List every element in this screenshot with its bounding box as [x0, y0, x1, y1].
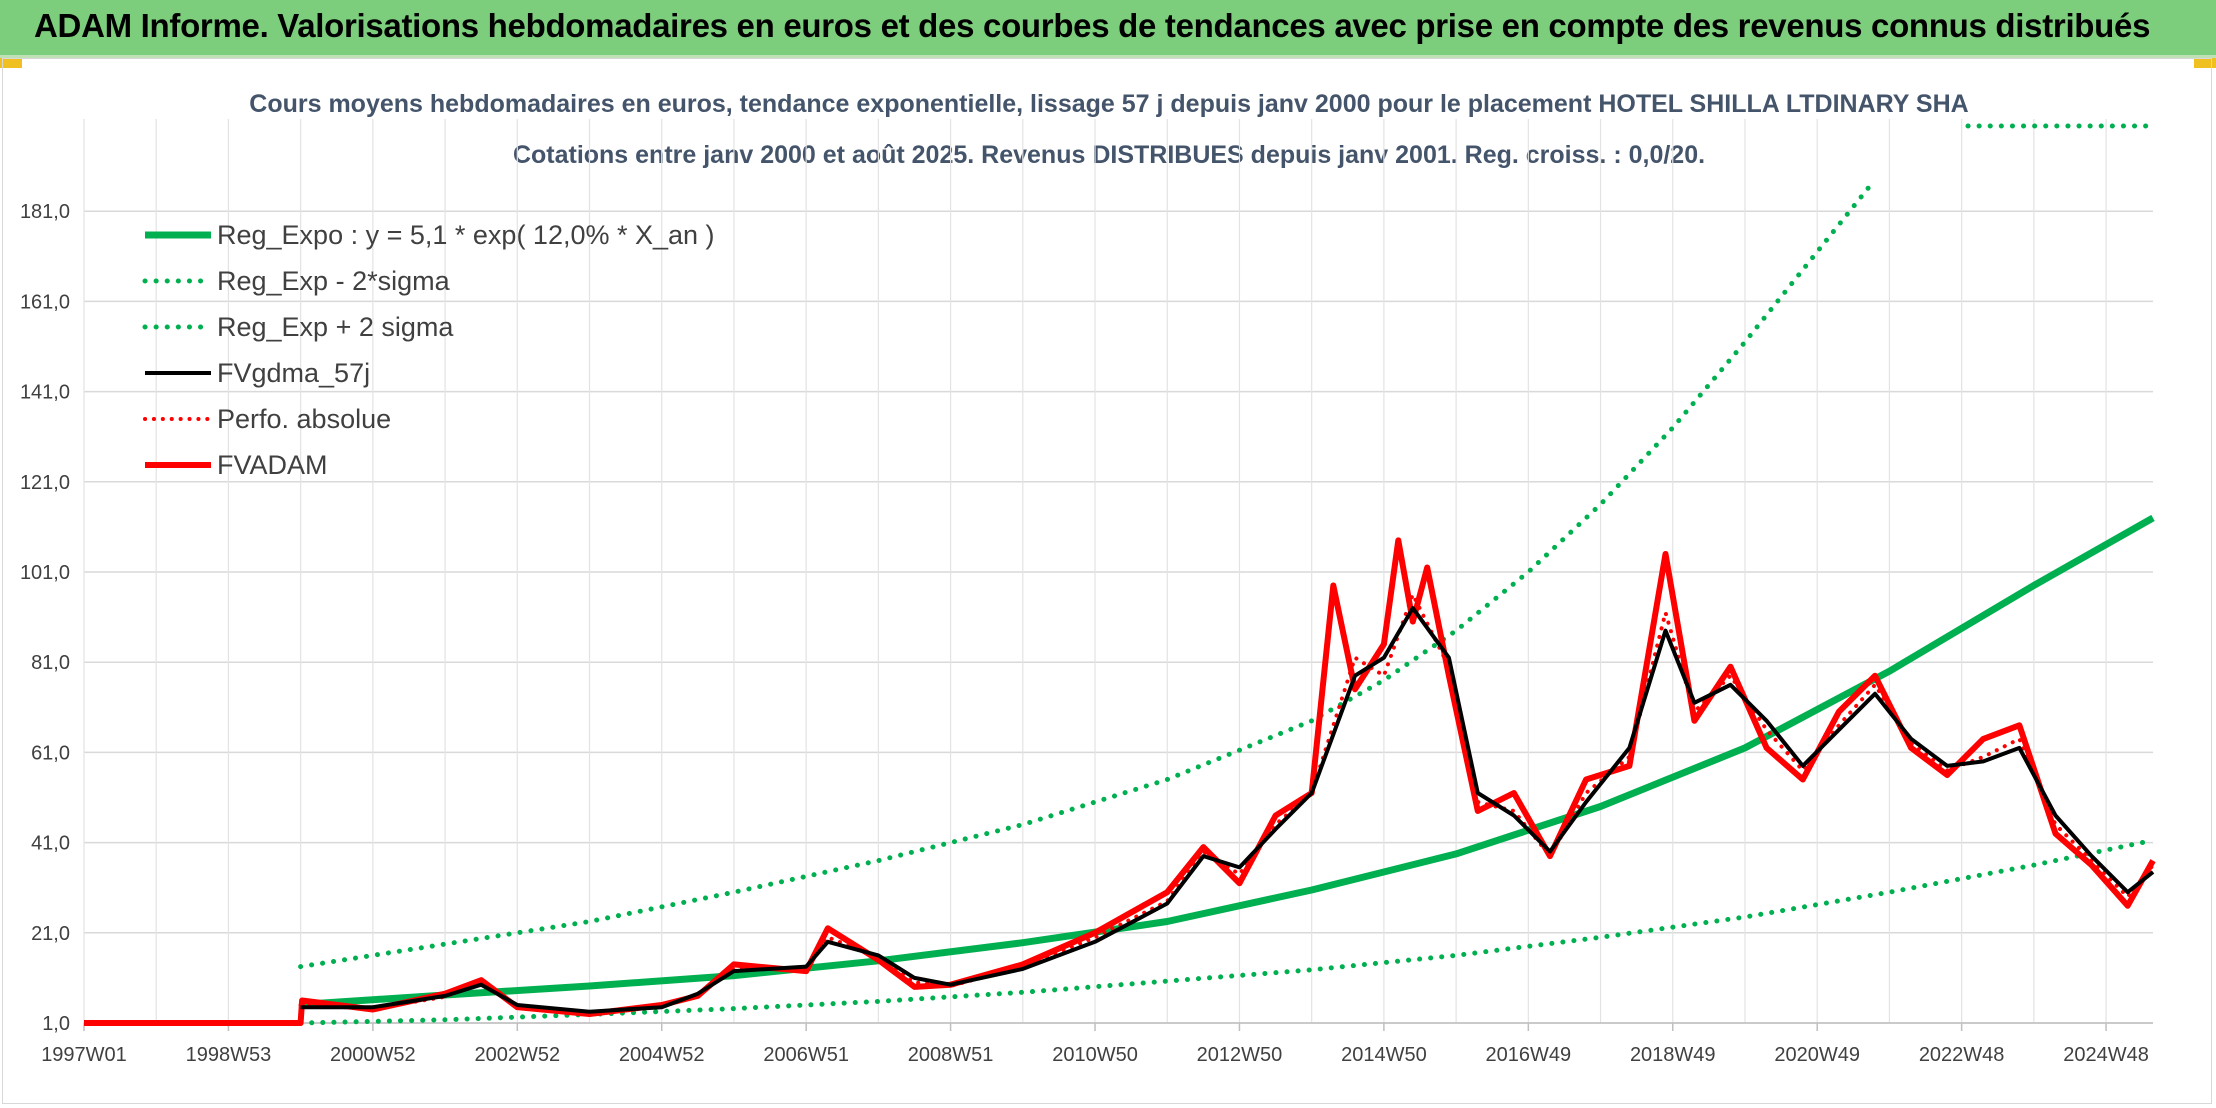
legend-label: Reg_Exp + 2 sigma: [217, 312, 454, 342]
chart-title: Cours moyens hebdomadaires en euros, ten…: [249, 90, 1968, 118]
y-tick-label: 141,0: [20, 382, 70, 404]
x-tick-label: 2006W51: [763, 1044, 849, 1066]
series-fvadam: [84, 537, 2156, 1026]
legend: Reg_Expo : y = 5,1 * exp( 12,0% * X_an )…: [142, 123, 2156, 480]
x-tick-label: 2000W52: [330, 1044, 416, 1066]
x-tick-label: 2010W50: [1052, 1044, 1138, 1066]
x-tick-label: 2020W49: [1774, 1044, 1860, 1066]
x-tick-label: 2004W52: [619, 1044, 705, 1066]
y-tick-label: 1,0: [42, 1013, 70, 1035]
x-tick-label: 2002W52: [474, 1044, 560, 1066]
axes: 181,0 161,0 141,0 121,0 101,0 81,0 61,0 41,0 21,…: [20, 201, 2153, 1066]
y-tick-label: 21,0: [31, 923, 70, 945]
grid: [83, 119, 2153, 1024]
corner-marker: [0, 58, 22, 68]
legend-label: Reg_Exp - 2*sigma: [217, 266, 451, 296]
chart-frame: Cours moyens hebdomadaires en euros, ten…: [2, 58, 2212, 1104]
corner-marker: [2194, 58, 2216, 68]
report-title: ADAM Informe. Valorisations hebdomadaire…: [34, 7, 2151, 44]
series-reg-expo-y-5-1-exp-12-0-x-an: [300, 514, 2155, 1008]
line-chart: Cours moyens hebdomadaires en euros, ten…: [20, 90, 2156, 1066]
legend-label: Reg_Expo : y = 5,1 * exp( 12,0% * X_an ): [217, 220, 715, 250]
y-tick-label: 41,0: [31, 833, 70, 855]
y-tick-label: 101,0: [20, 562, 70, 584]
legend-label: Perfo. absolue: [217, 404, 391, 434]
series-perfo-absolue: [298, 592, 2155, 1015]
series-fvgdma-57j: [300, 606, 2155, 1014]
y-tick-label: 61,0: [31, 742, 70, 764]
x-tick-label: 2018W49: [1630, 1044, 1716, 1066]
legend-label: FVgdma_57j: [217, 358, 370, 388]
y-tick-label: 181,0: [20, 201, 70, 223]
x-tick-label: 2014W50: [1341, 1044, 1427, 1066]
y-tick-label: 161,0: [20, 291, 70, 313]
x-tick-label: 2008W51: [908, 1044, 994, 1066]
y-tick-label: 81,0: [31, 652, 70, 674]
y-tick-label: 121,0: [20, 472, 70, 494]
report-header: ADAM Informe. Valorisations hebdomadaire…: [0, 0, 2216, 58]
x-tick-label: 1997W01: [41, 1044, 127, 1066]
x-tick-label: 2022W48: [1919, 1044, 2005, 1066]
chart-subtitle: Cotations entre janv 2000 et août 2025. …: [513, 141, 1705, 169]
series-group: [84, 181, 2156, 1026]
x-tick-label: 1998W53: [186, 1044, 272, 1066]
series-reg-exp-2-sigma: [298, 181, 1874, 970]
legend-label: FVADAM: [217, 450, 328, 480]
x-tick-label: 2024W48: [2063, 1044, 2149, 1066]
x-tick-label: 2016W49: [1486, 1044, 1572, 1066]
x-tick-label: 2012W50: [1197, 1044, 1283, 1066]
